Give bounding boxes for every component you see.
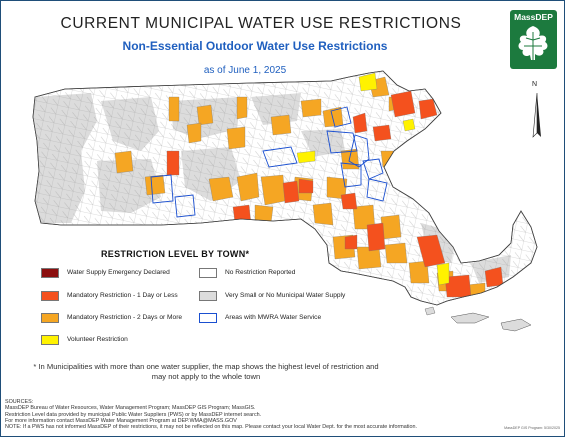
legend-swatch-volunteer	[41, 335, 59, 345]
sources-line: Restriction Level data provided by munic…	[5, 411, 262, 418]
legend-label-emergency: Water Supply Emergency Declared	[67, 269, 170, 276]
logo-text: MassDEP	[514, 12, 553, 22]
sources-line: SOURCES:	[5, 399, 34, 405]
sources-line: For more information contact MassDEP Wat…	[5, 417, 237, 424]
north-label: N	[532, 81, 538, 88]
sources-block: SOURCES: MassDEP Bureau of Water Resourc…	[5, 399, 417, 430]
legend-label-mandatory-1day: Mandatory Restriction - 1 Day or Less	[67, 292, 178, 299]
legend-label-mwra: Areas with MWRA Water Service	[225, 314, 322, 321]
sources-line: MassDEP Bureau of Water Resources, Water…	[5, 405, 256, 412]
map-date: as of June 1, 2025	[203, 65, 287, 76]
legend-label-mandatory-2day: Mandatory Restriction - 2 Days or More	[67, 314, 183, 321]
legend-label-no-restriction: No Restriction Reported	[225, 269, 296, 276]
map-title: CURRENT MUNICIPAL WATER USE RESTRICTIONS	[60, 15, 462, 32]
legend-swatch-small-supply	[199, 291, 217, 301]
legend-swatch-mwra	[199, 313, 217, 323]
islands	[424, 306, 532, 332]
north-arrow-icon	[532, 92, 541, 138]
legend-label-volunteer: Volunteer Restriction	[67, 336, 128, 343]
oak-leaf-icon	[518, 26, 548, 60]
legend-label-small-supply: Very Small or No Municipal Water Supply	[225, 292, 346, 299]
massdep-logo: MassDEP	[510, 10, 557, 69]
sources-line: NOTE: If a PWS has not informed MassDEP …	[5, 424, 417, 431]
gis-credit: MassDEP GIS Program: 5/30/2025	[504, 426, 560, 430]
legend-swatch-emergency	[41, 268, 59, 278]
map-subtitle: Non-Essential Outdoor Water Use Restrict…	[122, 39, 388, 53]
legend-title: RESTRICTION LEVEL BY TOWN*	[101, 249, 250, 259]
footnote: * In Municipalities with more than one w…	[33, 362, 379, 381]
legend-swatch-mandatory-1day	[41, 291, 59, 301]
legend-swatch-mandatory-2day	[41, 313, 59, 323]
legend-swatch-no-restriction	[199, 268, 217, 278]
